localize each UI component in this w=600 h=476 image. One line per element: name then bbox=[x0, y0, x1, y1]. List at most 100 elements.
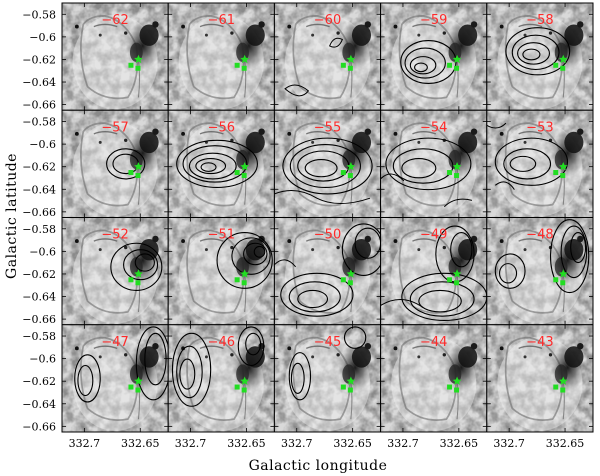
panel-ticks bbox=[486, 110, 593, 218]
contour-set bbox=[274, 224, 384, 316]
y-tick-label: −0.62 bbox=[22, 375, 56, 388]
contour-set bbox=[217, 233, 272, 289]
square-marker bbox=[553, 62, 559, 68]
contour-line bbox=[393, 149, 452, 183]
velocity-label: −60 bbox=[314, 13, 341, 28]
contour-line bbox=[405, 48, 445, 78]
star-marker bbox=[134, 162, 143, 171]
square-marker bbox=[234, 277, 240, 283]
velocity-label: −50 bbox=[314, 228, 341, 243]
star-marker bbox=[558, 162, 568, 171]
source-markers bbox=[128, 54, 143, 71]
contour-line bbox=[177, 140, 258, 187]
y-tick-label: −0.58 bbox=[22, 8, 56, 21]
contour-line bbox=[506, 28, 570, 75]
velocity-label: −52 bbox=[101, 228, 128, 243]
star-marker bbox=[240, 269, 249, 278]
velocity-label: −46 bbox=[208, 335, 235, 350]
square-marker bbox=[347, 173, 353, 179]
star-marker bbox=[346, 54, 356, 64]
contour-line bbox=[124, 250, 158, 280]
panel-ticks bbox=[62, 110, 169, 218]
star-marker bbox=[240, 162, 249, 171]
velocity-label: −53 bbox=[526, 120, 553, 135]
channel-panel: −56 bbox=[167, 109, 275, 218]
source-markers bbox=[234, 54, 249, 71]
y-tick-label: −0.64 bbox=[22, 76, 56, 89]
channel-panel: −59 bbox=[380, 2, 488, 111]
channel-panel: −52 bbox=[61, 217, 169, 326]
contour-line bbox=[290, 145, 360, 188]
star-marker bbox=[558, 54, 568, 64]
source-markers bbox=[553, 376, 568, 393]
channel-panel: −61 bbox=[167, 2, 275, 111]
square-marker bbox=[553, 384, 559, 390]
panel-ticks bbox=[62, 217, 169, 325]
contour-set bbox=[487, 123, 568, 189]
star-marker bbox=[240, 54, 249, 64]
x-tick-label: 332.65 bbox=[227, 437, 266, 450]
source-markers bbox=[340, 376, 356, 393]
velocity-label: −47 bbox=[101, 335, 128, 350]
square-marker bbox=[135, 173, 141, 179]
source-markers bbox=[447, 269, 462, 286]
channel-panel: −60 bbox=[273, 2, 382, 111]
channel-panel: −50 bbox=[273, 217, 384, 326]
y-tick-label: −0.58 bbox=[22, 330, 56, 343]
contour-line bbox=[183, 146, 247, 182]
contour-line bbox=[561, 226, 586, 277]
source-markers bbox=[340, 54, 356, 71]
square-marker bbox=[560, 280, 566, 286]
panel-ticks bbox=[380, 3, 487, 111]
y-tick-label: −0.66 bbox=[22, 206, 56, 219]
contour-line bbox=[504, 149, 551, 179]
contour-line bbox=[285, 38, 342, 96]
contour-set bbox=[289, 327, 365, 400]
contour-line bbox=[201, 163, 216, 172]
square-marker bbox=[560, 173, 566, 179]
channel-panel: −45 bbox=[273, 324, 382, 433]
panel-ticks bbox=[486, 324, 593, 432]
velocity-label: −58 bbox=[526, 13, 553, 28]
square-marker bbox=[234, 384, 240, 390]
contour-line bbox=[135, 254, 154, 271]
contour-line bbox=[145, 333, 166, 384]
y-tick-label: −0.66 bbox=[22, 313, 56, 326]
x-axis-label: Galactic longitude bbox=[249, 458, 388, 474]
velocity-label: −56 bbox=[208, 120, 235, 135]
contour-set bbox=[506, 28, 570, 75]
contour-line bbox=[246, 333, 261, 354]
y-tick-label: −0.6 bbox=[29, 138, 56, 151]
x-tick-label: 332.7 bbox=[493, 437, 525, 450]
y-tick-label: −0.64 bbox=[22, 398, 56, 411]
contour-set bbox=[111, 243, 162, 290]
square-marker bbox=[454, 65, 460, 71]
x-tick-label: 332.65 bbox=[333, 437, 372, 450]
y-tick-label: −0.62 bbox=[22, 53, 56, 66]
y-tick-label: −0.64 bbox=[22, 291, 56, 304]
square-marker bbox=[340, 277, 346, 283]
contour-line bbox=[495, 138, 567, 185]
channel-panel: −43 bbox=[486, 324, 594, 433]
contour-set bbox=[495, 220, 588, 293]
square-marker bbox=[128, 170, 134, 176]
contour-line bbox=[381, 174, 472, 207]
panel-ticks bbox=[274, 217, 381, 325]
velocity-label: −44 bbox=[420, 335, 447, 350]
contour-line bbox=[415, 63, 428, 72]
square-marker bbox=[241, 173, 247, 179]
contour-line bbox=[289, 282, 340, 312]
source-markers bbox=[234, 162, 249, 179]
contour-line bbox=[500, 264, 517, 283]
square-marker bbox=[447, 277, 453, 283]
contour-line bbox=[402, 159, 436, 178]
contour-line bbox=[451, 233, 472, 267]
square-marker bbox=[241, 387, 247, 393]
contour-line bbox=[111, 243, 162, 290]
y-tick-label: −0.62 bbox=[22, 161, 56, 174]
y-tick-label: −0.66 bbox=[22, 99, 56, 112]
contour-set bbox=[177, 140, 258, 187]
panel-ticks bbox=[168, 217, 275, 325]
contour-line bbox=[551, 220, 589, 293]
